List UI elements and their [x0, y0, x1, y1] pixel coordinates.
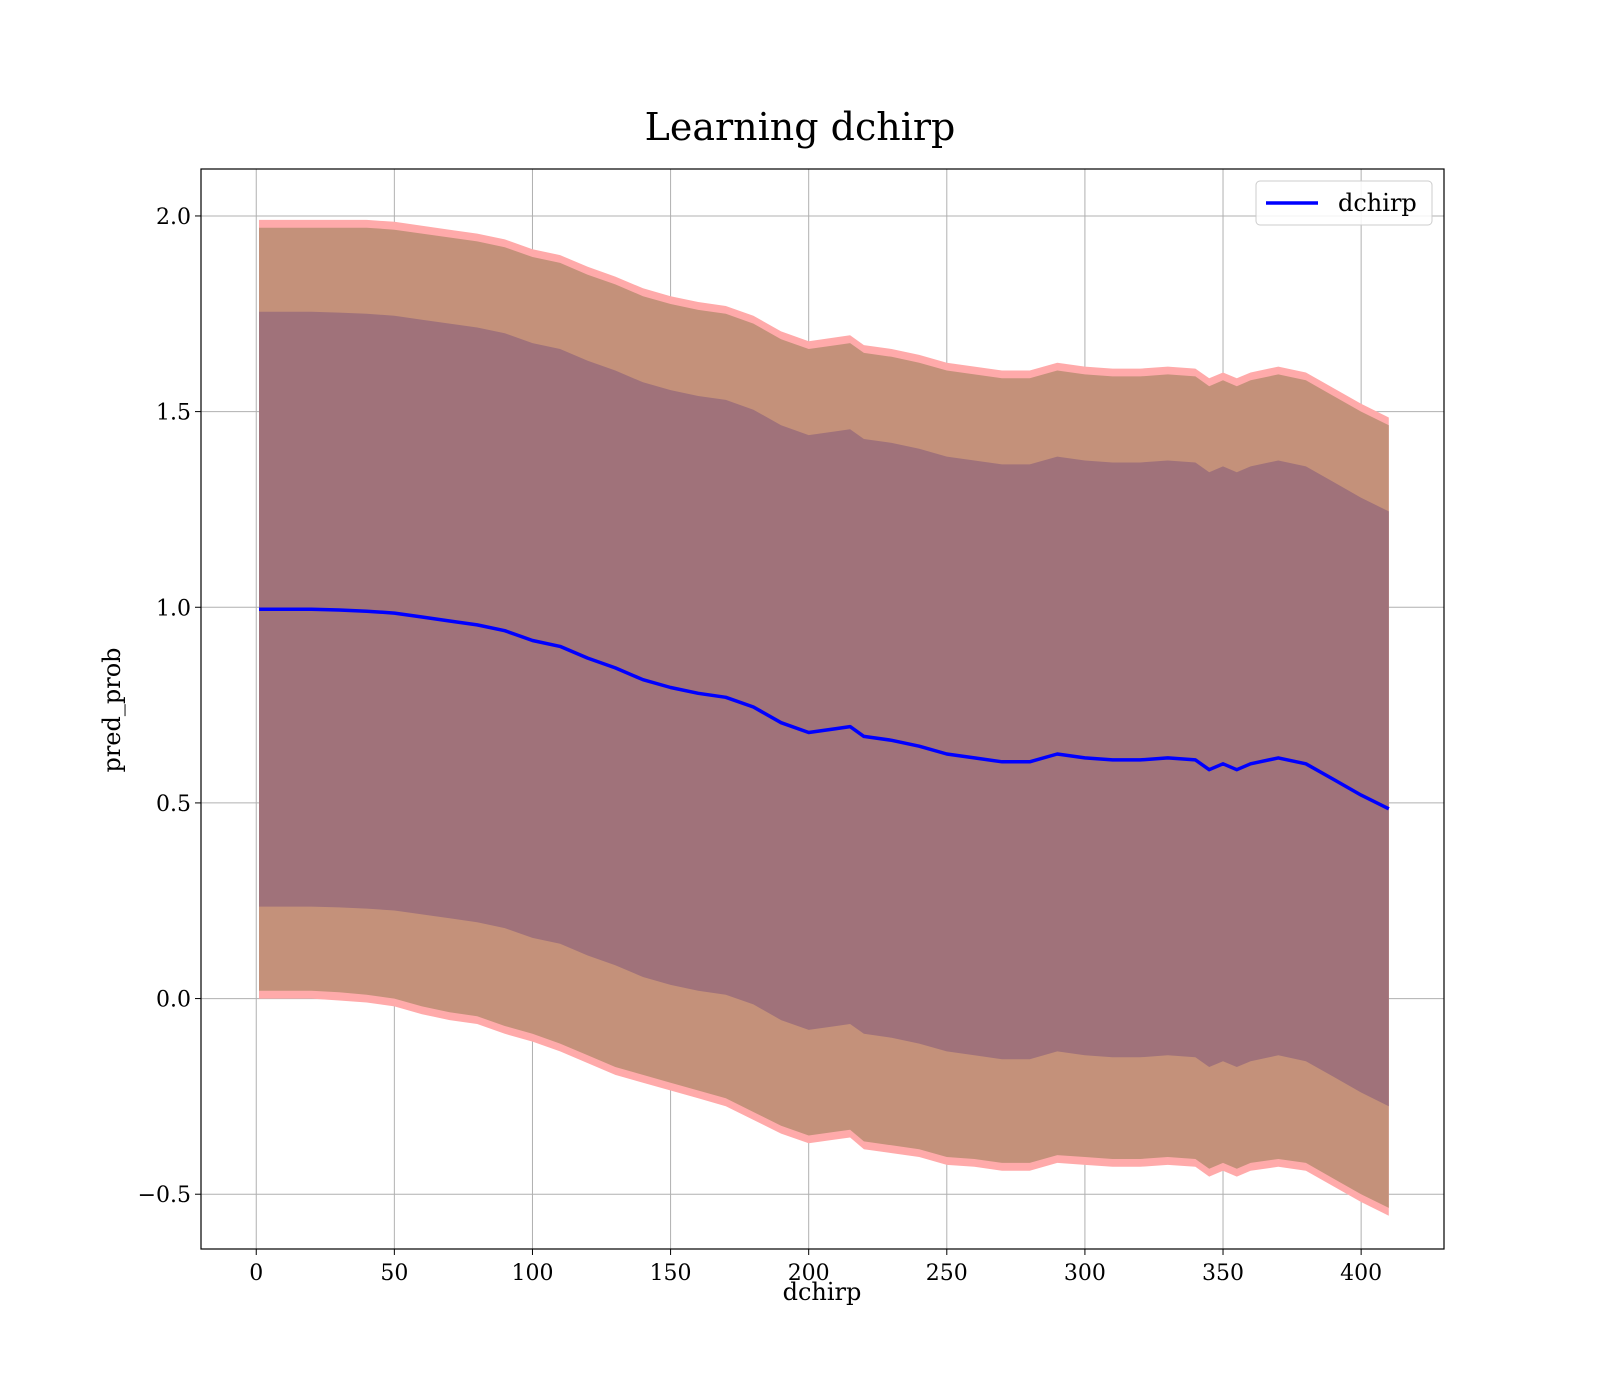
x-tick-label-1: 50 — [380, 1261, 408, 1286]
series-line-dchirp — [259, 607, 1390, 811]
x-tick-label-4: 200 — [788, 1261, 830, 1286]
chart-title: Learning dchirp — [645, 105, 956, 149]
y-tick-label-1: 0.0 — [156, 988, 191, 1013]
y-tick-label-3: 1.0 — [156, 596, 191, 621]
x-axis-label: dchirp — [783, 1278, 862, 1306]
x-tick-label-6: 300 — [1064, 1261, 1106, 1286]
x-tick-label-2: 100 — [511, 1261, 553, 1286]
legend-box — [1255, 180, 1433, 226]
x-tick-label-0: 0 — [249, 1261, 263, 1286]
y-axis-label: pred_prob — [98, 647, 126, 772]
y-tick-label-2: 0.5 — [156, 792, 191, 817]
y-tick-label-4: 1.5 — [156, 401, 191, 426]
band-inner — [259, 311, 1389, 1107]
x-tick-label-3: 150 — [650, 1261, 692, 1286]
x-tick-label-5: 250 — [926, 1261, 968, 1286]
x-tick-label-8: 400 — [1340, 1261, 1382, 1286]
plot-frame — [200, 168, 1445, 1250]
legend-label-dchirp: dchirp — [1338, 189, 1417, 217]
plot-area: 0 50 100 150 200 250 300 350 400 −0.5 0.0 0.5 1.0 1.5… — [138, 168, 1445, 1286]
x-tick-label-7: 350 — [1202, 1261, 1244, 1286]
y-tick-label-0: −0.5 — [138, 1183, 191, 1208]
y-tick-label-5: 2.0 — [156, 205, 191, 230]
